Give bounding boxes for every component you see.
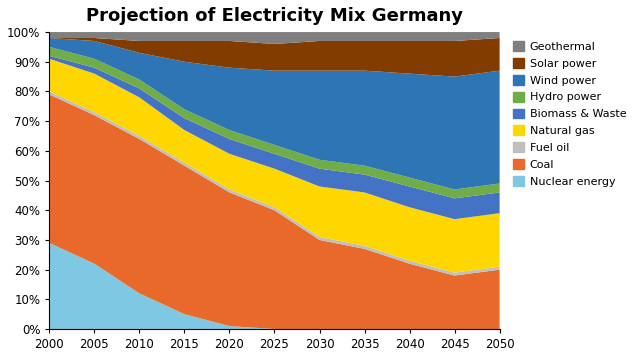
Title: Projection of Electricity Mix Germany: Projection of Electricity Mix Germany: [86, 7, 463, 25]
Legend: Geothermal, Solar power, Wind power, Hydro power, Biomass & Waste, Natural gas, : Geothermal, Solar power, Wind power, Hyd…: [510, 38, 629, 190]
